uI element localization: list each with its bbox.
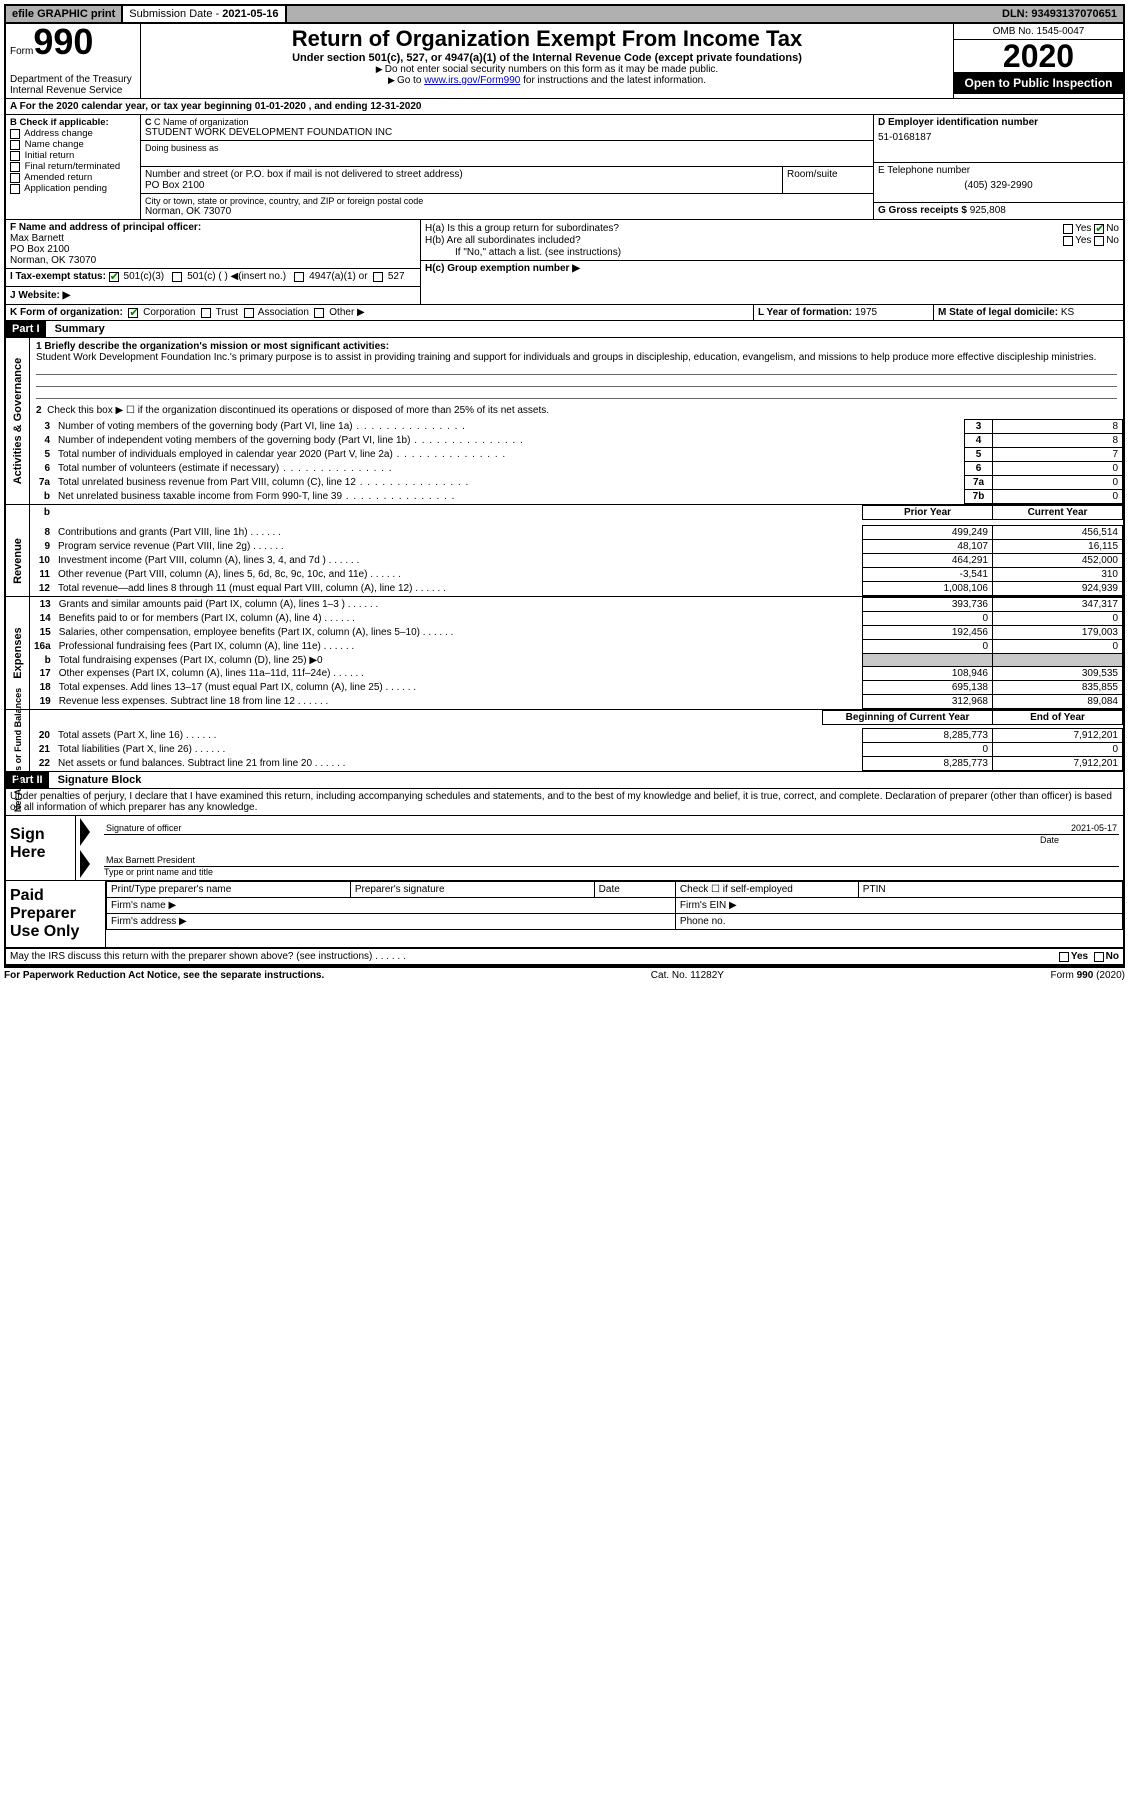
tax-period: A For the 2020 calendar year, or tax yea… — [6, 99, 1123, 115]
discuss-yes[interactable] — [1059, 952, 1069, 962]
hb-no[interactable] — [1094, 236, 1104, 246]
revenue-table: 8Contributions and grants (Part VIII, li… — [30, 525, 1123, 596]
top-toolbar: efile GRAPHIC print Submission Date - 20… — [4, 4, 1125, 24]
k-corp[interactable] — [128, 308, 138, 318]
part-1-header: Part I — [6, 321, 46, 337]
side-spacer — [6, 505, 30, 525]
dept-label: Department of the Treasury Internal Reve… — [10, 74, 136, 96]
checkbox-501c[interactable] — [172, 272, 182, 282]
mission-text: Student Work Development Foundation Inc.… — [36, 352, 1117, 363]
checkbox-501c3[interactable] — [109, 272, 119, 282]
form-990: Form990 Department of the Treasury Inter… — [4, 24, 1125, 968]
section-deg: D Employer identification number51-01681… — [873, 115, 1123, 219]
arrow-icon — [80, 818, 90, 846]
paid-preparer-label: Paid Preparer Use Only — [6, 881, 106, 947]
sign-here-label: Sign Here — [6, 816, 76, 880]
checkbox-527[interactable] — [373, 272, 383, 282]
expenses-table: 13Grants and similar amounts paid (Part … — [30, 597, 1123, 709]
governance-table: 3Number of voting members of the governi… — [30, 419, 1123, 504]
section-f-i-j: F Name and address of principal officer:… — [6, 220, 421, 304]
section-h: H(a) Is this a group return for subordin… — [421, 220, 1123, 304]
k-other[interactable] — [314, 308, 324, 318]
side-netassets: Net Assets or Fund Balances — [6, 728, 30, 771]
year-box: OMB No. 1545-0047 2020 Open to Public In… — [953, 24, 1123, 98]
section-k: K Form of organization: Corporation Trus… — [6, 305, 753, 320]
q1-label: 1 Briefly describe the organization's mi… — [36, 341, 389, 352]
k-assoc[interactable] — [244, 308, 254, 318]
netassets-table: 20Total assets (Part X, line 16)8,285,77… — [30, 728, 1123, 771]
title-box: Return of Organization Exempt From Incom… — [141, 24, 953, 98]
ha-yes[interactable] — [1063, 224, 1073, 234]
section-l: L Year of formation: 1975 — [753, 305, 933, 320]
form-id-box: Form990 Department of the Treasury Inter… — [6, 24, 141, 98]
declaration-text: Under penalties of perjury, I declare th… — [6, 789, 1123, 815]
arrow-icon — [80, 850, 90, 878]
submission-date: Submission Date - 2021-05-16 — [123, 6, 286, 22]
efile-label[interactable]: efile GRAPHIC print — [6, 6, 123, 22]
section-m: M State of legal domicile: KS — [933, 305, 1123, 320]
dln: DLN: 93493137070651 — [996, 6, 1123, 22]
ha-no[interactable] — [1094, 224, 1104, 234]
discuss-text: May the IRS discuss this return with the… — [10, 951, 372, 962]
k-trust[interactable] — [201, 308, 211, 318]
q2-text: Check this box ▶ ☐ if the organization d… — [47, 405, 549, 416]
side-governance: Activities & Governance — [6, 338, 30, 504]
instructions-link[interactable]: www.irs.gov/Form990 — [424, 75, 520, 86]
checkbox-4947[interactable] — [294, 272, 304, 282]
hb-yes[interactable] — [1063, 236, 1073, 246]
discuss-no[interactable] — [1094, 952, 1104, 962]
footer: For Paperwork Reduction Act Notice, see … — [4, 968, 1125, 983]
preparer-table: Print/Type preparer's name Preparer's si… — [106, 881, 1123, 947]
side-revenue: Revenue — [6, 525, 30, 596]
section-b: B Check if applicable: Address change Na… — [6, 115, 141, 219]
section-c: C C Name of organizationSTUDENT WORK DEV… — [141, 115, 873, 219]
